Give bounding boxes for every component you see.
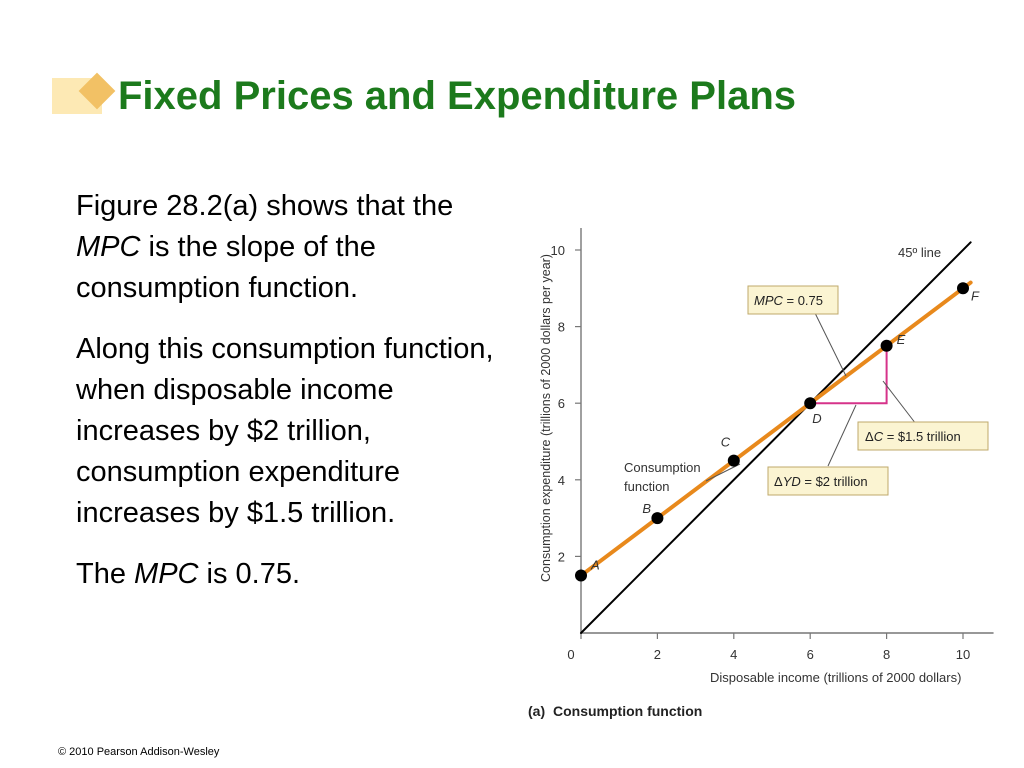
paragraph-1: Figure 28.2(a) shows that the MPC is the…	[76, 186, 496, 309]
paragraph-3-part-1: The	[76, 558, 135, 590]
x-tick-label: 4	[730, 647, 737, 662]
data-point-label-b: B	[642, 501, 651, 516]
delta-c-box-label: ΔC = $1.5 trillion	[865, 429, 961, 444]
delta-yd-box	[767, 466, 889, 496]
mpc-box-label: MPC = 0.75	[754, 293, 823, 308]
paragraph-1-part-2: is the slope of the consumption function…	[76, 231, 376, 304]
data-point-e	[880, 339, 893, 352]
chart-svg: 0 2 4 6 8 10 2 4 6 8 10 Disposable income (trillion…	[528, 228, 994, 719]
consumption-function-chart: 0 2 4 6 8 10 2 4 6 8 10 Disposable income (trillion…	[528, 228, 1004, 724]
x-tick-label: 10	[956, 647, 970, 662]
data-point-label-c: C	[721, 435, 731, 450]
y-tick-label: 8	[558, 320, 565, 335]
title-area: Fixed Prices and Expenditure Plans	[52, 72, 952, 120]
paragraph-1-emphasis: MPC	[76, 231, 141, 263]
y-tick-label: 10	[551, 243, 565, 258]
copyright: © 2010 Pearson Addison-Wesley	[58, 746, 220, 758]
delta-yd-leader-line	[827, 404, 857, 467]
paragraph-3-emphasis: MPC	[134, 558, 199, 590]
chart-caption-prefix: (a)	[528, 703, 545, 719]
data-point-b	[651, 512, 664, 525]
data-point-label-f: F	[971, 288, 980, 303]
paragraph-1-part-1: Figure 28.2(a) shows that the	[76, 190, 454, 222]
slope-triangle	[810, 345, 888, 405]
consumption-label-leader-line	[705, 463, 741, 482]
x-axis-label: Disposable income (trillions of 2000 dol…	[710, 670, 961, 685]
x-tick-label: 8	[883, 647, 890, 662]
delta-yd-box-label: ΔYD = $2 trillion	[774, 474, 868, 489]
consumption-function-line	[579, 280, 973, 578]
data-point-label-a: A	[590, 558, 600, 573]
body-text: Figure 28.2(a) shows that the MPC is the…	[76, 186, 496, 615]
consumption-function-label-line2: function	[624, 479, 670, 494]
slide-title: Fixed Prices and Expenditure Plans	[118, 74, 797, 118]
forty-five-degree-line	[580, 241, 972, 634]
data-point-f	[957, 282, 969, 295]
chart-caption: Consumption function	[553, 703, 702, 719]
delta-c-leader-line	[882, 380, 917, 425]
x-tick-label: 0	[567, 647, 574, 662]
y-axis-label: Consumption expenditure (trillions of 20…	[539, 254, 553, 582]
paragraph-3-part-2: is 0.75.	[198, 558, 301, 590]
data-point-a	[575, 569, 587, 582]
y-tick-label: 6	[558, 396, 565, 411]
data-point-label-e: E	[897, 332, 906, 347]
mpc-leader-line	[814, 312, 847, 377]
x-tick-label: 6	[807, 647, 814, 662]
mpc-box	[747, 285, 839, 315]
delta-c-box	[857, 421, 989, 451]
x-tick-label: 2	[654, 647, 661, 662]
data-point-d	[804, 397, 817, 410]
paragraph-2: Along this consumption function, when di…	[76, 333, 494, 529]
y-tick-label: 4	[558, 473, 565, 488]
data-point-label-d: D	[812, 411, 821, 426]
consumption-function-label-line1: Consumption	[624, 460, 701, 475]
paragraph-3: The MPC is 0.75.	[76, 554, 496, 595]
data-point-c	[727, 454, 740, 467]
y-tick-label: 2	[558, 549, 565, 564]
forty-five-line-label: 45º line	[898, 245, 941, 260]
